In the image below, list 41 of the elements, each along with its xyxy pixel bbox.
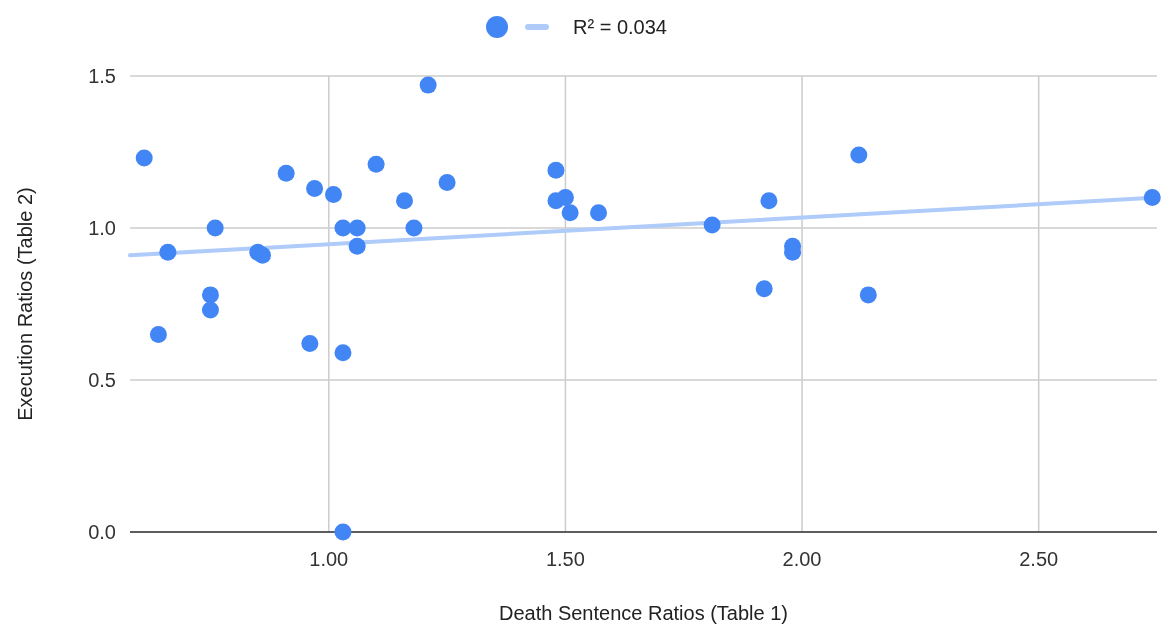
y-axis-title: Execution Ratios (Table 2) bbox=[14, 187, 36, 421]
point bbox=[859, 286, 877, 304]
x-tick-label: 1.50 bbox=[545, 548, 585, 570]
x-tick-label: 2.00 bbox=[782, 548, 822, 570]
point bbox=[547, 161, 565, 179]
x-tick-label: 1.00 bbox=[309, 548, 349, 570]
x-tick-label: 2.50 bbox=[1019, 548, 1059, 570]
point bbox=[159, 243, 177, 261]
y-tick-label: 0.5 bbox=[88, 369, 116, 391]
point bbox=[405, 219, 423, 237]
point bbox=[325, 186, 343, 204]
point bbox=[306, 179, 324, 197]
point bbox=[419, 76, 437, 94]
x-axis-title: Death Sentence Ratios (Table 1) bbox=[498, 602, 789, 624]
point bbox=[850, 146, 868, 164]
point bbox=[760, 192, 778, 210]
point bbox=[277, 164, 295, 182]
point bbox=[201, 286, 219, 304]
point bbox=[334, 523, 352, 541]
point bbox=[348, 237, 366, 255]
point bbox=[135, 149, 153, 167]
y-tick-label: 1.0 bbox=[88, 217, 116, 239]
point bbox=[1143, 189, 1161, 207]
point bbox=[348, 219, 366, 237]
point bbox=[149, 325, 167, 343]
point bbox=[703, 216, 721, 234]
point bbox=[254, 246, 272, 264]
point bbox=[334, 344, 352, 362]
point bbox=[301, 335, 319, 353]
point bbox=[556, 189, 574, 207]
point bbox=[590, 204, 608, 222]
y-tick-label: 1.5 bbox=[88, 65, 116, 87]
point bbox=[367, 155, 385, 173]
point bbox=[206, 219, 224, 237]
legend-label: R² = 0.034 bbox=[573, 16, 667, 38]
y-tick-label: 0.0 bbox=[88, 521, 116, 543]
point bbox=[561, 204, 579, 222]
point bbox=[755, 280, 773, 298]
point bbox=[438, 173, 456, 191]
point bbox=[396, 192, 413, 210]
point bbox=[201, 301, 219, 319]
